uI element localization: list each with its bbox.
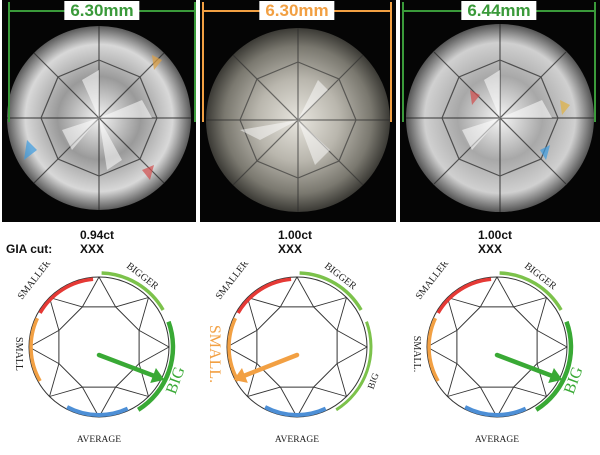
label-big: BIG [367, 372, 382, 391]
gauge-table-octagon [58, 306, 140, 388]
label-big: BIG [163, 364, 189, 396]
bigger-arc [299, 271, 363, 311]
carat-weight-1: 0.94ct [80, 228, 115, 242]
measurement-bar-3: 6.44mm [402, 1, 596, 20]
big-arc [535, 320, 574, 412]
measurement-bar-1: 6.30mm [8, 1, 196, 20]
label-smaller: SMALLER [214, 262, 252, 302]
label-smaller: SMALLER [16, 262, 54, 302]
diamond-photo-2 [200, 0, 396, 222]
gia-cut-label: GIA cut: [6, 242, 53, 256]
big-arc [335, 321, 373, 412]
label-average: AVERAGE [77, 435, 121, 445]
measurement-bar-2: 6.30mm [202, 1, 392, 20]
label-small: SMALL. [411, 336, 422, 372]
diamond-info-2: 1.00ct XXX [278, 228, 312, 256]
cut-grade-2: XXX [278, 242, 303, 256]
indicator-arrow-head-icon [548, 368, 563, 383]
big-arc [137, 320, 176, 412]
carat-weight-3: 1.00ct [478, 228, 513, 242]
indicator-arrow-head-icon [150, 368, 165, 383]
diamond-info-1: 0.94ct XXX [80, 228, 114, 256]
smaller-arc [436, 277, 492, 314]
measurement-label-3: 6.44mm [461, 1, 537, 20]
small-arc [29, 317, 42, 382]
average-arc [66, 405, 129, 417]
gauge-table-octagon [256, 306, 338, 388]
indicator-arrow-shaft [96, 352, 160, 380]
measurement-label-2: 6.30mm [259, 1, 335, 20]
small-arc [427, 317, 440, 382]
small-arc [227, 317, 240, 382]
diamond-image-1 [7, 26, 191, 210]
indicator-arrow-head-icon [233, 368, 248, 383]
indicator-arrow-shaft [238, 352, 300, 380]
average-arc [464, 405, 527, 417]
label-small: SMALL [13, 337, 24, 371]
cut-grade-3: XXX [478, 242, 503, 256]
bigger-arc [499, 271, 563, 311]
label-small: SMALL. [206, 325, 223, 383]
diamond-photo-1 [2, 0, 196, 222]
average-arc [264, 405, 327, 417]
smaller-arc [38, 277, 94, 314]
diamond-info-3: 1.00ct XXX [478, 228, 512, 256]
cut-grade-1: XXX [80, 242, 105, 256]
carat-weight-2: 1.00ct [278, 228, 313, 242]
bigger-arc [101, 271, 165, 311]
gauge-table-octagon [456, 306, 538, 388]
measurement-label-1: 6.30mm [64, 1, 140, 20]
label-smaller: SMALLER [414, 262, 452, 302]
label-average: AVERAGE [475, 435, 519, 445]
label-average: AVERAGE [275, 435, 319, 445]
diamond-image-2 [206, 28, 390, 212]
diamond-photo-3 [400, 0, 600, 222]
indicator-arrow-shaft [494, 352, 558, 380]
diamond-image-3 [406, 24, 594, 212]
label-big: BIG [561, 364, 587, 396]
smaller-arc [236, 277, 292, 314]
